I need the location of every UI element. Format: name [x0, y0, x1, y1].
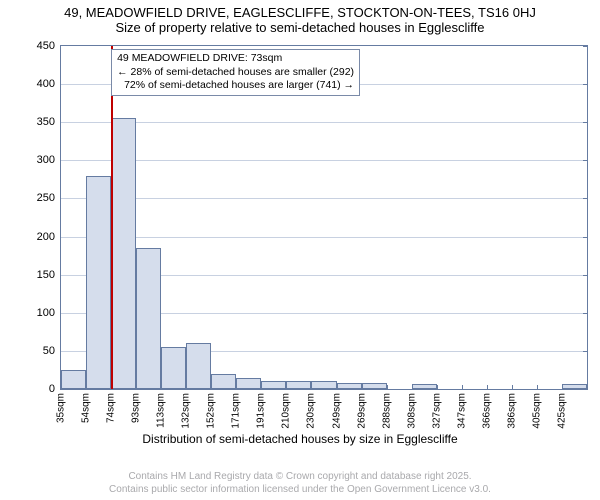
x-tick-mark — [236, 385, 237, 390]
histogram-bar — [86, 176, 111, 389]
x-tick-label: 405sqm — [531, 393, 542, 429]
x-tick-label: 191sqm — [256, 393, 267, 429]
histogram-bar — [311, 381, 336, 389]
y-tick-mark — [583, 46, 588, 47]
y-tick-mark — [583, 84, 588, 85]
y-tick-label: 450 — [37, 40, 55, 52]
x-tick-label: 230sqm — [306, 393, 317, 429]
x-tick-mark — [61, 385, 62, 390]
x-tick-mark — [286, 385, 287, 390]
histogram-bar — [562, 384, 587, 389]
x-tick-mark — [362, 385, 363, 390]
footer-line-2: Contains public sector information licen… — [0, 484, 600, 497]
x-tick-label: 210sqm — [281, 393, 292, 429]
y-tick-label: 200 — [37, 231, 55, 243]
annotation-line-2: 49 MEADOWFIELD DRIVE: 73sqm — [117, 52, 354, 66]
x-tick-label: 308sqm — [406, 393, 417, 429]
x-tick-mark — [136, 385, 137, 390]
x-axis-label: Distribution of semi-detached houses by … — [0, 432, 600, 446]
x-tick-mark — [211, 385, 212, 390]
histogram-bar — [412, 384, 437, 389]
x-tick-label: 132sqm — [181, 393, 192, 429]
x-tick-mark — [512, 385, 513, 390]
y-tick-label: 350 — [37, 116, 55, 128]
x-tick-mark — [186, 385, 187, 390]
y-tick-mark — [583, 122, 588, 123]
histogram-bar — [236, 378, 261, 389]
y-tick-label: 150 — [37, 269, 55, 281]
annotation-line-1: ← 28% of semi-detached houses are smalle… — [117, 66, 354, 80]
x-tick-label: 35sqm — [56, 393, 67, 423]
y-tick-mark — [583, 389, 588, 390]
x-tick-mark — [337, 385, 338, 390]
gridline — [61, 198, 587, 199]
x-tick-label: 386sqm — [506, 393, 517, 429]
histogram-bar — [211, 374, 236, 389]
y-tick-mark — [583, 351, 588, 352]
y-tick-label: 0 — [49, 383, 55, 395]
gridline — [61, 122, 587, 123]
histogram-bar — [111, 118, 136, 389]
histogram-bar — [161, 347, 186, 389]
histogram-bar — [286, 381, 311, 389]
x-tick-label: 113sqm — [156, 393, 167, 428]
x-tick-label: 327sqm — [431, 393, 442, 429]
x-tick-mark — [311, 385, 312, 390]
histogram-bar — [186, 343, 211, 389]
x-tick-label: 288sqm — [381, 393, 392, 429]
x-tick-label: 54sqm — [81, 393, 92, 423]
y-tick-mark — [583, 160, 588, 161]
x-tick-mark — [412, 385, 413, 390]
x-tick-label: 74sqm — [106, 393, 117, 423]
x-tick-mark — [487, 385, 488, 390]
plot-area: 05010015020025030035040045035sqm54sqm74s… — [60, 45, 588, 390]
x-tick-mark — [261, 385, 262, 390]
y-tick-label: 400 — [37, 78, 55, 90]
x-tick-label: 152sqm — [206, 393, 217, 429]
histogram-bar — [136, 248, 161, 389]
x-tick-label: 93sqm — [131, 393, 142, 423]
annotation-box: 49 MEADOWFIELD DRIVE: 73sqm ← 28% of sem… — [111, 49, 360, 96]
x-tick-label: 171sqm — [231, 393, 242, 429]
x-tick-mark — [562, 385, 563, 390]
footer-attribution: Contains HM Land Registry data © Crown c… — [0, 471, 600, 496]
x-tick-mark — [86, 385, 87, 390]
histogram-bar — [61, 370, 86, 389]
y-tick-label: 250 — [37, 192, 55, 204]
x-tick-mark — [437, 385, 438, 390]
x-tick-label: 249sqm — [331, 393, 342, 429]
gridline — [61, 237, 587, 238]
footer-line-1: Contains HM Land Registry data © Crown c… — [0, 471, 600, 484]
annotation-line-3: 72% of semi-detached houses are larger (… — [117, 79, 354, 93]
y-tick-mark — [583, 198, 588, 199]
chart-area: Number of semi-detached properties 05010… — [0, 40, 600, 450]
histogram-bar — [261, 381, 286, 389]
x-tick-label: 347sqm — [456, 393, 467, 429]
x-tick-label: 425sqm — [556, 393, 567, 429]
y-tick-label: 50 — [43, 345, 55, 357]
y-tick-label: 100 — [37, 307, 55, 319]
x-tick-mark — [161, 385, 162, 390]
x-tick-mark — [387, 385, 388, 390]
title-line-1: 49, MEADOWFIELD DRIVE, EAGLESCLIFFE, STO… — [0, 0, 600, 20]
y-tick-mark — [583, 237, 588, 238]
y-tick-label: 300 — [37, 154, 55, 166]
x-tick-mark — [537, 385, 538, 390]
y-tick-mark — [583, 313, 588, 314]
x-tick-label: 269sqm — [356, 393, 367, 429]
y-tick-mark — [583, 275, 588, 276]
histogram-bar — [362, 383, 387, 389]
x-tick-mark — [462, 385, 463, 390]
marker-line — [111, 46, 113, 389]
gridline — [61, 160, 587, 161]
x-tick-label: 366sqm — [481, 393, 492, 429]
chart-container: 49, MEADOWFIELD DRIVE, EAGLESCLIFFE, STO… — [0, 0, 600, 500]
title-line-2: Size of property relative to semi-detach… — [0, 20, 600, 35]
histogram-bar — [337, 383, 362, 389]
